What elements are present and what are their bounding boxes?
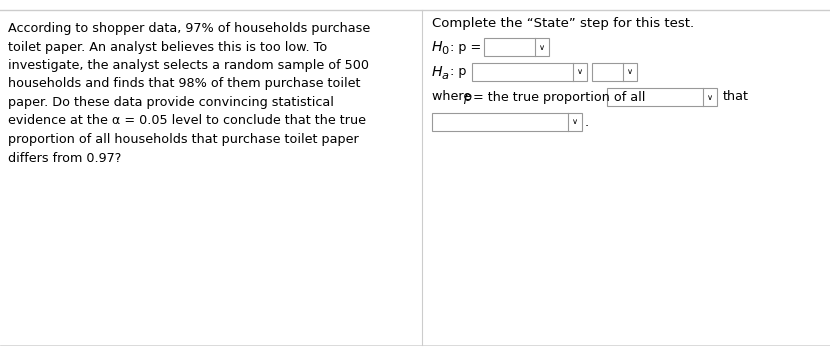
Text: toilet paper. An analyst believes this is too low. To: toilet paper. An analyst believes this i…	[8, 41, 327, 54]
FancyBboxPatch shape	[607, 88, 716, 106]
Text: households and finds that 98% of them purchase toilet: households and finds that 98% of them pu…	[8, 77, 360, 91]
Text: .: .	[584, 116, 588, 128]
Text: where: where	[432, 91, 475, 104]
Text: investigate, the analyst selects a random sample of 500: investigate, the analyst selects a rando…	[8, 59, 369, 72]
Text: that: that	[723, 91, 749, 104]
Text: H: H	[432, 65, 442, 79]
Text: p: p	[462, 91, 471, 104]
Text: : p =: : p =	[450, 41, 481, 54]
Text: a: a	[442, 71, 449, 81]
Text: paper. Do these data provide convincing statistical: paper. Do these data provide convincing …	[8, 96, 334, 109]
Text: differs from 0.97?: differs from 0.97?	[8, 152, 121, 164]
Text: According to shopper data, 97% of households purchase: According to shopper data, 97% of househ…	[8, 22, 370, 35]
FancyBboxPatch shape	[592, 63, 637, 81]
Text: ∨: ∨	[627, 68, 632, 77]
Text: Complete the “State” step for this test.: Complete the “State” step for this test.	[432, 17, 694, 30]
FancyBboxPatch shape	[432, 113, 582, 131]
Text: proportion of all households that purchase toilet paper: proportion of all households that purcha…	[8, 133, 359, 146]
FancyBboxPatch shape	[471, 63, 587, 81]
Text: : p: : p	[450, 65, 466, 78]
Text: ∨: ∨	[577, 68, 583, 77]
Text: = the true proportion of all: = the true proportion of all	[469, 91, 645, 104]
Text: ∨: ∨	[572, 118, 578, 126]
Text: 0: 0	[442, 46, 449, 56]
Text: H: H	[432, 40, 442, 54]
Text: ∨: ∨	[539, 42, 544, 51]
Text: ∨: ∨	[706, 92, 713, 102]
Text: evidence at the α = 0.05 level to conclude that the true: evidence at the α = 0.05 level to conclu…	[8, 114, 366, 127]
FancyBboxPatch shape	[484, 38, 549, 56]
